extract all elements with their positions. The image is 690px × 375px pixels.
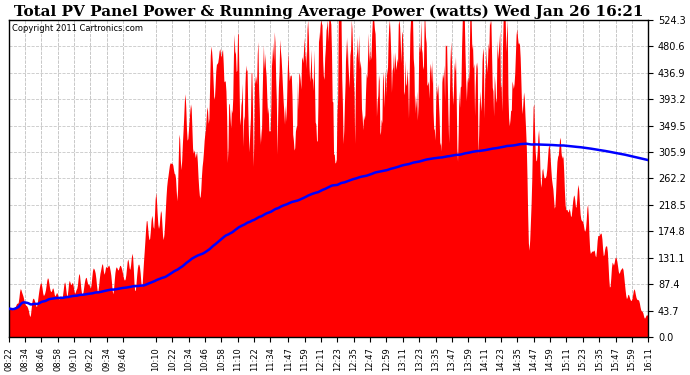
Title: Total PV Panel Power & Running Average Power (watts) Wed Jan 26 16:21: Total PV Panel Power & Running Average P… (14, 4, 643, 18)
Text: Copyright 2011 Cartronics.com: Copyright 2011 Cartronics.com (12, 24, 143, 33)
